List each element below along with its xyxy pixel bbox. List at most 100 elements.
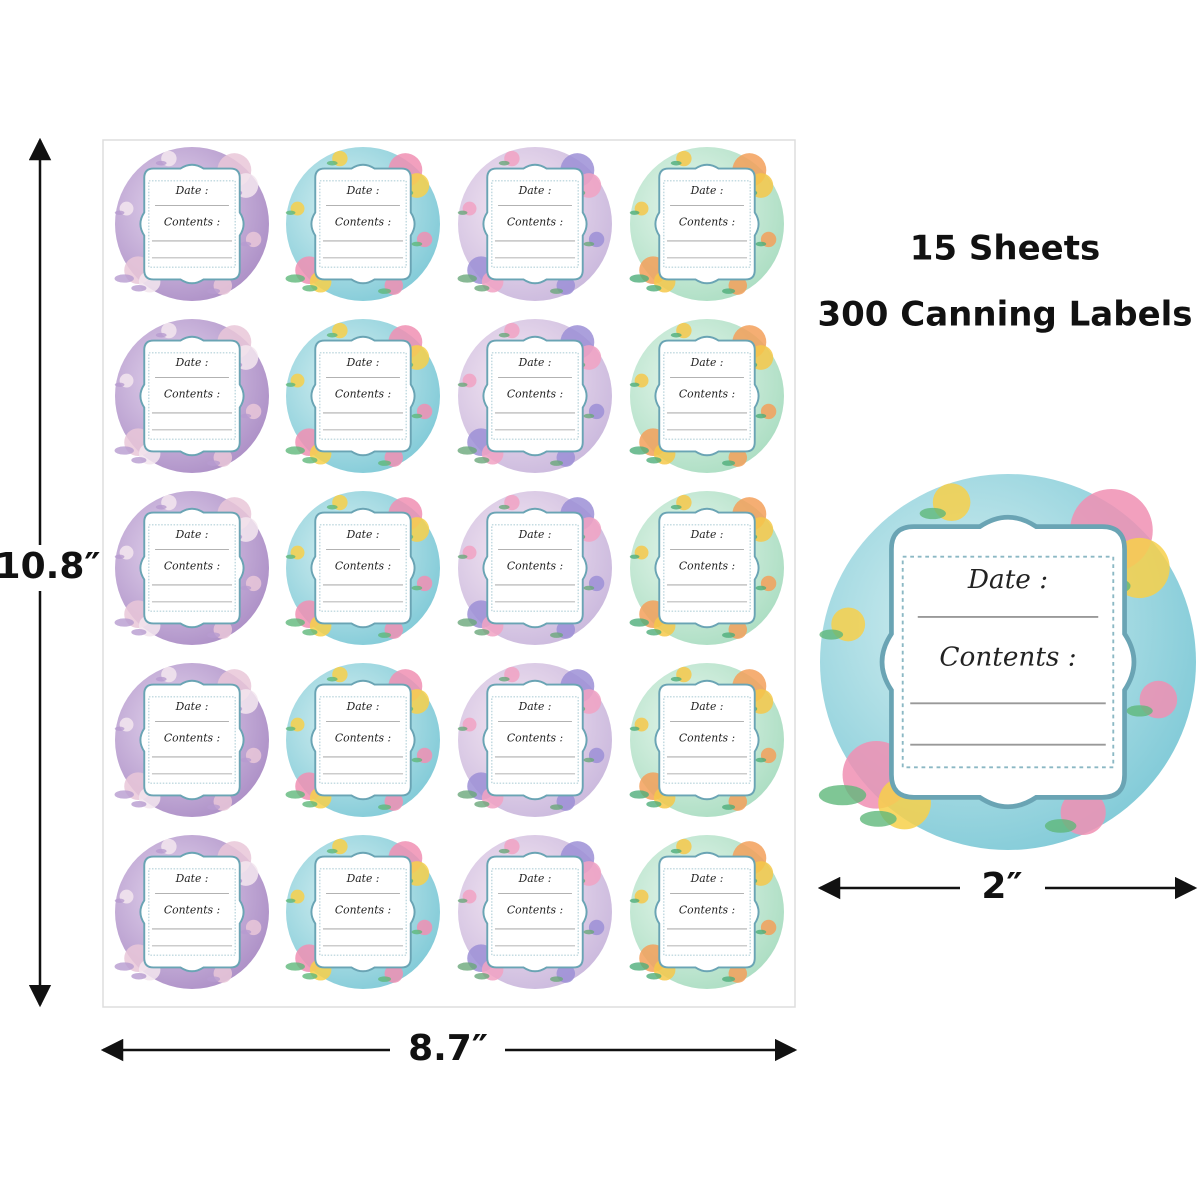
leaf: [498, 160, 510, 166]
label-date: Date :: [346, 700, 380, 713]
leaf: [114, 382, 125, 387]
leaf: [722, 288, 736, 294]
leaf: [722, 460, 736, 466]
leaf: [550, 632, 564, 638]
leaf: [326, 676, 338, 682]
label-frame: [654, 507, 760, 629]
canning-label: Date : Contents :: [114, 491, 269, 645]
label-date: Date :: [518, 872, 552, 885]
leaf: [722, 976, 736, 982]
label-frame: [310, 679, 416, 801]
leaf: [583, 929, 595, 935]
leaf: [550, 460, 564, 466]
leaf: [411, 413, 423, 419]
leaf: [670, 504, 682, 510]
leaf: [629, 382, 640, 387]
leaf: [457, 210, 468, 215]
leaf: [131, 628, 147, 636]
leaf: [457, 274, 477, 283]
leaf: [1044, 819, 1077, 833]
leaf: [670, 848, 682, 854]
canning-label: Date : Contents :: [114, 147, 269, 301]
label-contents: Contents :: [679, 387, 735, 400]
label-date: Date :: [518, 356, 552, 369]
leaf: [207, 976, 221, 982]
leaf: [302, 284, 318, 292]
leaf: [859, 810, 897, 827]
canning-label: Date : Contents :: [285, 147, 440, 301]
label-date: Date :: [690, 528, 724, 541]
canning-label: Date : Contents :: [629, 319, 784, 473]
label-contents: Contents :: [507, 559, 563, 572]
leaf: [302, 972, 318, 980]
leaf: [818, 784, 867, 806]
leaf: [498, 848, 510, 854]
label-contents: Contents :: [679, 215, 735, 228]
leaf: [302, 456, 318, 464]
leaf: [411, 585, 423, 591]
leaf: [755, 757, 767, 763]
label-contents: Contents :: [679, 731, 735, 744]
canning-label: Date : Contents :: [285, 835, 440, 989]
leaf: [457, 382, 468, 387]
leaf: [378, 804, 392, 810]
label-grid: Date : Contents : Date : Contents : Date : Co…: [114, 147, 784, 989]
leaf: [474, 972, 490, 980]
leaf: [285, 726, 296, 731]
label-frame-inner: [319, 524, 407, 612]
leaf: [629, 446, 649, 455]
label-contents: Contents :: [164, 387, 220, 400]
leaf: [240, 929, 252, 935]
canning-label: Date : Contents :: [818, 474, 1196, 850]
label-contents: Contents :: [335, 731, 391, 744]
diameter-label: 2″: [981, 866, 1022, 907]
leaf: [240, 413, 252, 419]
leaf: [457, 618, 477, 627]
leaf: [285, 554, 296, 559]
leaf: [240, 241, 252, 247]
label-frame-inner: [148, 524, 236, 612]
label-contents: Contents :: [164, 731, 220, 744]
leaf: [550, 804, 564, 810]
leaf: [114, 898, 125, 903]
leaf: [285, 446, 305, 455]
label-frame-inner: [663, 524, 751, 612]
leaf: [629, 554, 640, 559]
label-frame: [654, 163, 760, 285]
canning-label: Date : Contents :: [629, 663, 784, 817]
leaf: [819, 629, 844, 640]
label-frame: [139, 507, 245, 629]
label-contents: Contents :: [507, 731, 563, 744]
leaf: [285, 274, 305, 283]
leaf: [457, 962, 477, 971]
label-frame: [482, 507, 588, 629]
leaf: [755, 413, 767, 419]
label-frame: [139, 163, 245, 285]
leaf: [670, 332, 682, 338]
leaf: [457, 790, 477, 799]
label-frame-inner: [491, 524, 579, 612]
leaf: [131, 972, 147, 980]
leaf: [457, 554, 468, 559]
leaf: [646, 456, 662, 464]
label-contents: Contents :: [335, 559, 391, 572]
leaf: [583, 585, 595, 591]
canning-label: Date : Contents :: [285, 663, 440, 817]
leaf: [411, 757, 423, 763]
label-date: Date :: [518, 528, 552, 541]
label-contents: Contents :: [164, 903, 220, 916]
label-date: Date :: [690, 356, 724, 369]
leaf: [378, 632, 392, 638]
leaf: [155, 848, 167, 854]
leaf: [498, 504, 510, 510]
label-frame-inner: [319, 696, 407, 784]
leaf: [457, 898, 468, 903]
leaf: [131, 800, 147, 808]
leaf: [755, 585, 767, 591]
leaf: [629, 898, 640, 903]
leaf: [378, 460, 392, 466]
label-frame-inner: [663, 696, 751, 784]
canning-label: Date : Contents :: [285, 491, 440, 645]
leaf: [1126, 705, 1153, 717]
leaf: [155, 504, 167, 510]
